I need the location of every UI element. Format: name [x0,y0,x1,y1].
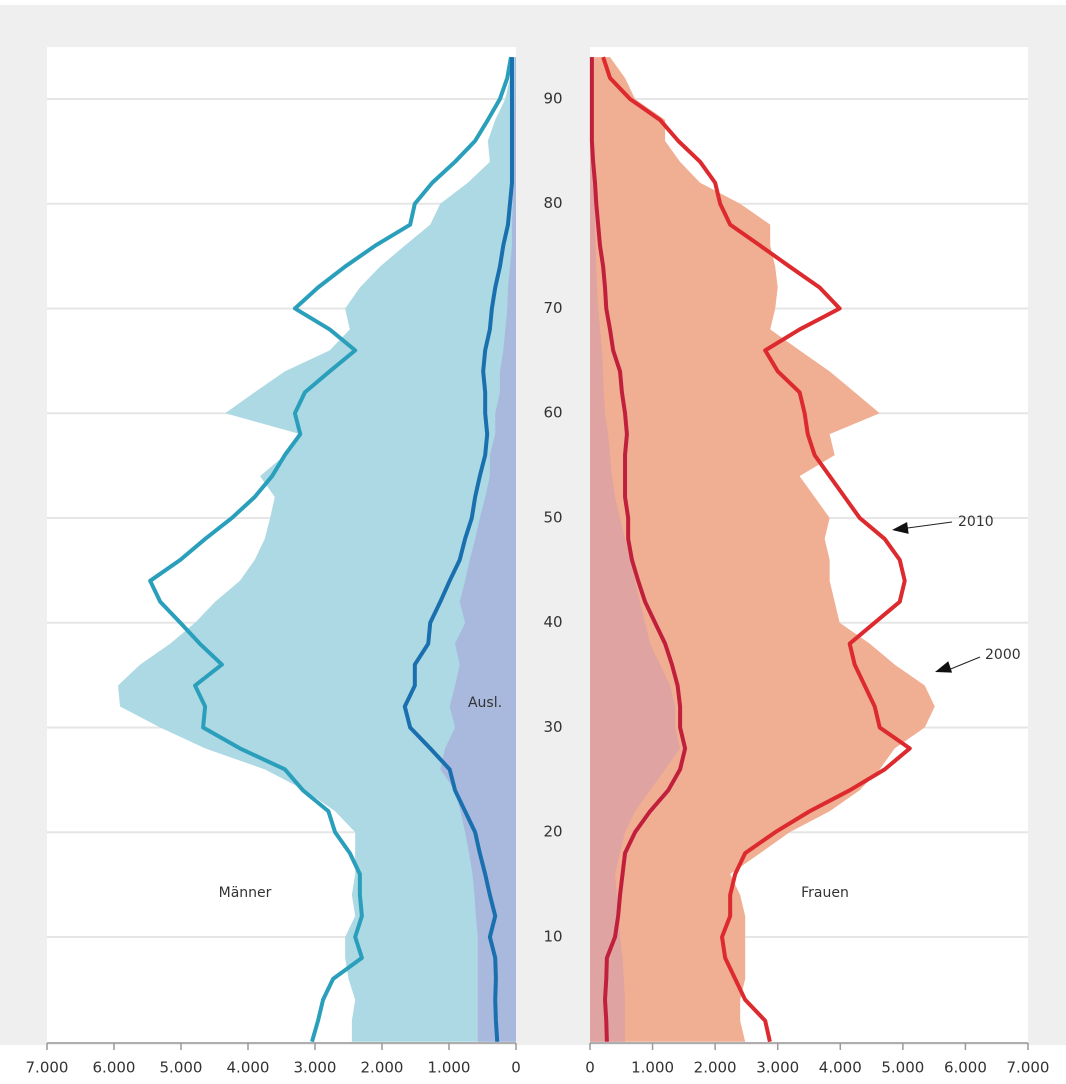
x-tick-label: 0 [585,1059,595,1077]
x-tick-label: 3.000 [756,1059,799,1077]
y-tick-label: 70 [543,299,562,317]
x-tick-label: 6.000 [93,1059,136,1077]
arrow-line [946,656,981,671]
annotation: Ausl. [468,695,502,711]
arrow-line [903,521,953,529]
annotation: Frauen [801,885,849,901]
annotation: 2010 [958,514,994,530]
y-tick-label: 30 [543,718,562,736]
x-tick-label: 7.000 [1007,1059,1050,1077]
y-tick-label: 20 [543,823,562,841]
line [148,56,513,1043]
annotation: Männer [219,885,272,901]
area [590,57,681,1042]
arrow-head [892,521,909,534]
area [118,57,517,1042]
y-tick-label: 80 [543,194,562,212]
y-tick-label: 40 [543,613,562,631]
annotation: 2000 [985,647,1021,663]
x-tick-label: 2.000 [694,1059,737,1077]
footer [0,1045,1066,1084]
x-tick-label: 1.000 [631,1059,674,1077]
x-tick-label: 6.000 [944,1059,987,1077]
x-tick-label: 7.000 [26,1059,69,1077]
x-tick-label: 2.000 [361,1059,404,1077]
y-tick-label: 50 [543,508,562,526]
area [590,57,935,1042]
x-tick-label: 5.000 [160,1059,203,1077]
line [601,56,912,1043]
x-tick-label: 4.000 [227,1059,270,1077]
line [402,57,514,1042]
x-tick-label: 0 [511,1059,521,1077]
y-tick-label: 10 [543,927,562,945]
line [589,57,688,1042]
x-tick-label: 1.000 [428,1059,471,1077]
y-tick-label: 60 [543,404,562,422]
x-tick-label: 5.000 [881,1059,924,1077]
x-tick-label: 4.000 [819,1059,862,1077]
arrow-head [935,661,953,673]
y-tick-label: 90 [543,89,562,107]
x-tick-label: 3.000 [294,1059,337,1077]
